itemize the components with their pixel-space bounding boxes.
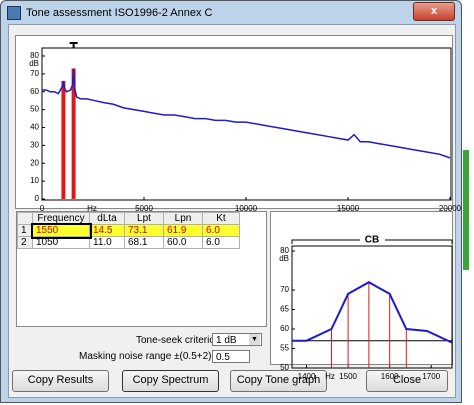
cb-line	[292, 281, 453, 344]
x-tick-label: 5000	[135, 204, 153, 213]
x-axis-label: Hz	[87, 204, 97, 213]
table-cell: 68.1	[124, 236, 164, 249]
column-header: Kt	[202, 212, 240, 225]
y-tick-label: 60	[280, 324, 289, 333]
y-tick-label: 70	[280, 285, 289, 294]
tone-seek-value: 1 dB	[216, 335, 237, 346]
x-tick-label: 15000	[337, 204, 360, 213]
table-cell: 61.9	[163, 224, 203, 237]
y-axis-label: dB	[279, 254, 289, 263]
y-tick-label: 50	[280, 363, 289, 372]
x-tick-label: 1400	[298, 372, 316, 381]
y-tick-label: 80	[280, 246, 289, 255]
x-tick-label: 0	[40, 204, 45, 213]
y-tick-label: 55	[280, 344, 289, 353]
plot-frame	[291, 245, 453, 369]
tone-table: Frequency dLta Lpt Lpn Kt 1 1550 14.5 73.1 61.9 6.…	[17, 212, 240, 249]
x-tick-label: 1700	[422, 372, 440, 381]
x-axis-label: Hz	[325, 372, 335, 381]
y-tick-label: 65	[280, 305, 289, 314]
y-tick-label: 10	[30, 176, 39, 185]
copy-spectrum-button[interactable]: Copy Spectrum	[122, 370, 219, 392]
column-header: dLta	[89, 212, 125, 225]
close-button[interactable]: Close	[366, 370, 448, 392]
y-tick-label: 0	[35, 194, 40, 203]
background-strip	[463, 150, 469, 270]
y-tick-label: 50	[30, 105, 39, 114]
y-tick-label: 40	[30, 123, 39, 132]
x-tick-label: 20000	[439, 204, 462, 213]
plot-frame	[41, 47, 452, 201]
table-row[interactable]: 1 1550 14.5 73.1 61.9 6.0	[17, 222, 240, 239]
cb-bracket	[291, 239, 453, 244]
x-tick-label: 1500	[339, 372, 357, 381]
table-cell: 6.0	[202, 236, 240, 249]
header-row: Frequency dLta Lpt Lpn Kt	[17, 212, 240, 225]
tone-marker	[69, 42, 78, 48]
y-tick-label: 30	[30, 140, 39, 149]
close-window-button[interactable]: x	[413, 2, 455, 21]
y-axis-label: dB	[29, 59, 39, 68]
tone-bar	[61, 81, 66, 199]
table-cell: 1550	[30, 222, 92, 239]
x-tick-label: 1600	[381, 372, 399, 381]
cb-title: CB	[365, 235, 379, 246]
table-panel: Frequency dLta Lpt Lpn Kt 1 1550 14.5 73.1 61.9 6.…	[16, 211, 267, 327]
app-icon	[7, 6, 21, 20]
corner-cell	[17, 212, 33, 225]
table-cell: 14.5	[89, 224, 125, 237]
y-tick-label: 60	[30, 87, 39, 96]
dialog-window: Tone assessment ISO1996-2 Annex C x Freq…	[0, 0, 462, 403]
masking-label: Masking noise range ±(0.5+2) of CB:	[79, 351, 243, 362]
masking-input[interactable]: 0.5	[212, 350, 250, 363]
table-row[interactable]: 2 1050 11.0 68.1 60.0 6.0	[17, 236, 240, 249]
column-header: Lpt	[124, 212, 164, 225]
copy-tone-graph-button[interactable]: Copy Tone graph	[230, 370, 327, 392]
y-tick-label: 70	[30, 69, 39, 78]
y-tick-label: 80	[30, 51, 39, 60]
tone-seek-label: Tone-seek criterion:	[136, 335, 224, 346]
tone-seek-select[interactable]: 1 dB ▼	[212, 333, 262, 346]
client-area: Frequency dLta Lpt Lpn Kt 1 1550 14.5 73.1 61.9 6.…	[8, 24, 456, 398]
dropdown-arrow[interactable]: ▼	[249, 334, 260, 345]
table-cell: 11.0	[89, 236, 125, 249]
copy-results-button[interactable]: Copy Results	[12, 370, 109, 392]
title-bar: Tone assessment ISO1996-2 Annex C	[7, 5, 213, 21]
cb-panel	[270, 211, 453, 365]
x-tick-label: 10000	[235, 204, 258, 213]
y-tick-label: 20	[30, 158, 39, 167]
spectrum-line	[42, 68, 451, 159]
masking-value: 0.5	[216, 352, 230, 363]
tone-bar	[71, 68, 76, 199]
window-title: Tone assessment ISO1996-2 Annex C	[26, 7, 213, 19]
row-number: 2	[17, 236, 33, 249]
table-cell: 6.0	[202, 224, 240, 237]
